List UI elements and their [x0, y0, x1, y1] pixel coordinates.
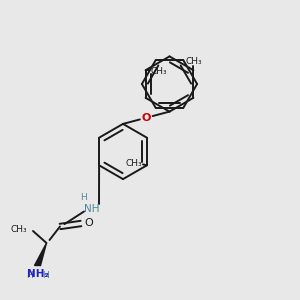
- Text: NH₂: NH₂: [26, 269, 49, 279]
- Text: NH: NH: [84, 203, 99, 214]
- Polygon shape: [34, 243, 46, 266]
- Text: CH₃: CH₃: [150, 67, 167, 76]
- Text: O: O: [142, 113, 151, 123]
- Text: CH₃: CH₃: [126, 159, 142, 168]
- Text: H: H: [81, 193, 87, 202]
- Text: CH₃: CH₃: [11, 225, 27, 234]
- Text: H: H: [43, 271, 49, 280]
- Text: CH₃: CH₃: [185, 57, 202, 66]
- Text: H: H: [26, 271, 32, 280]
- Text: O: O: [85, 218, 93, 229]
